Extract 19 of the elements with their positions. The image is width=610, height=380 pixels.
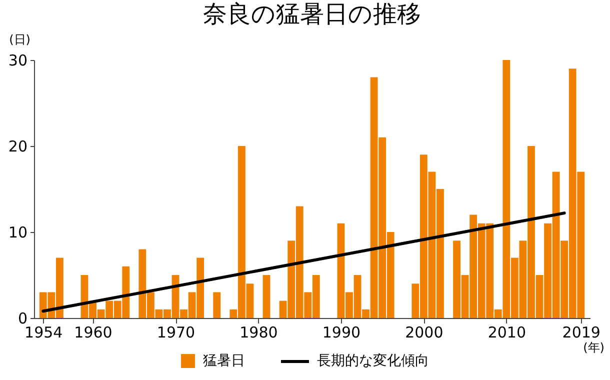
x-tick-label: 2019 <box>562 324 600 342</box>
y-tick-label: 10 <box>8 224 28 242</box>
x-tick-label: 1960 <box>74 324 112 342</box>
y-tick-label: 30 <box>8 52 28 70</box>
y-tick-label: 20 <box>8 138 28 156</box>
x-tick-label: 2010 <box>488 324 526 342</box>
x-tick-label: 1970 <box>156 324 196 342</box>
x-tick-label: 1990 <box>322 324 361 342</box>
x-tick-label: 2000 <box>405 324 444 342</box>
x-tick-label: 1954 <box>24 324 63 342</box>
bar <box>262 275 270 318</box>
chart-title: 奈良の猛暑日の推移 <box>203 0 421 28</box>
y-tick-label: 0 <box>18 310 28 328</box>
legend-label: 猛暑日 <box>203 352 245 370</box>
x-axis-title: (年) <box>583 340 604 354</box>
bar <box>213 292 221 318</box>
y-axis-title: (日) <box>9 32 30 46</box>
legend-label: 長期的な変化傾向 <box>317 352 429 370</box>
x-tick-label: 1980 <box>240 324 278 342</box>
